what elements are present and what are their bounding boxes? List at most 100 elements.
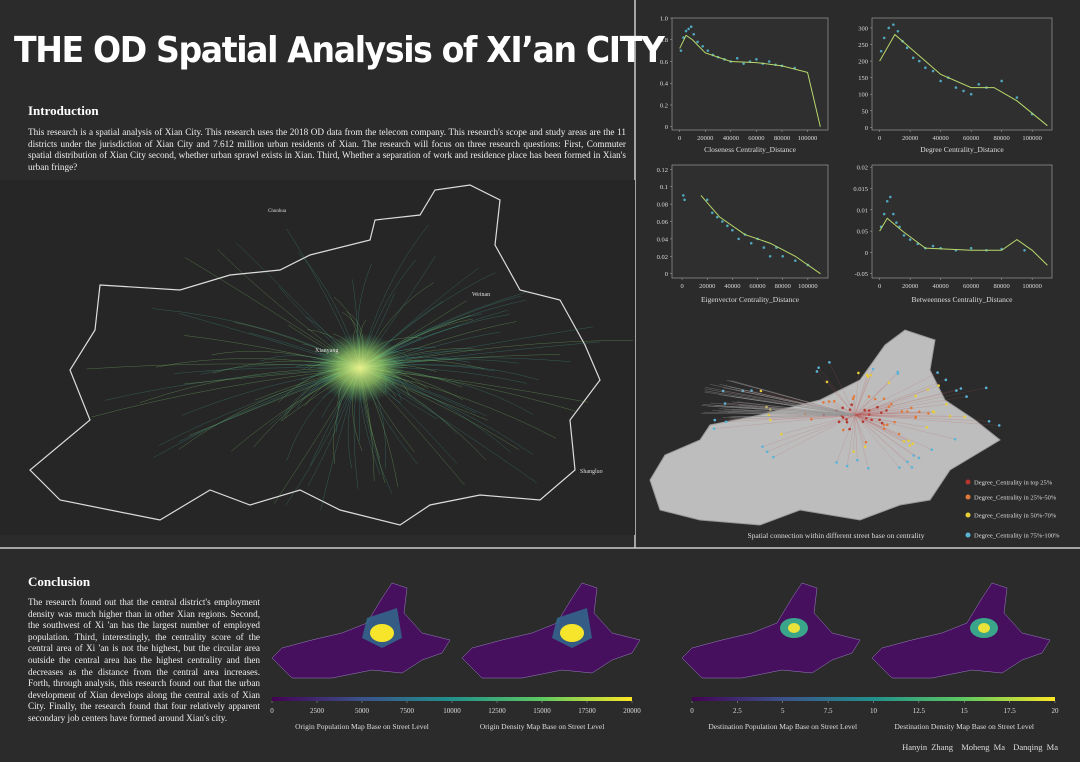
hotspot xyxy=(560,624,584,642)
point xyxy=(737,237,740,241)
point xyxy=(715,215,719,219)
point xyxy=(885,199,889,203)
point xyxy=(892,212,895,216)
y-tick-label: 200 xyxy=(858,59,868,66)
node xyxy=(918,410,921,414)
link xyxy=(843,414,856,431)
link xyxy=(751,390,856,416)
link xyxy=(854,376,869,416)
colorbar-tick-label: 10 xyxy=(870,707,878,715)
x-tick-label: 20000 xyxy=(902,135,918,142)
point xyxy=(710,211,714,215)
node xyxy=(882,423,886,427)
link xyxy=(854,414,888,425)
link xyxy=(823,402,856,416)
node xyxy=(912,454,915,457)
link xyxy=(854,414,858,461)
node xyxy=(850,403,853,407)
node xyxy=(825,380,829,384)
node xyxy=(945,403,948,406)
node xyxy=(932,410,936,414)
street-map xyxy=(461,582,641,679)
x-tick-label: 0 xyxy=(678,135,681,142)
x-tick-label: 60000 xyxy=(963,283,979,290)
network-links xyxy=(700,361,1001,470)
y-tick-label: 150 xyxy=(858,75,868,82)
node xyxy=(828,361,831,364)
colorbar xyxy=(272,697,632,701)
link xyxy=(770,414,856,421)
x-tick-label: 20000 xyxy=(699,283,715,290)
map-area xyxy=(271,582,451,679)
node xyxy=(908,444,912,447)
node xyxy=(845,420,849,424)
link xyxy=(854,387,987,416)
link xyxy=(854,414,1000,426)
link xyxy=(854,372,859,416)
y-tick-label: 0 xyxy=(665,271,668,278)
point xyxy=(735,56,739,60)
point xyxy=(726,224,729,228)
link xyxy=(818,367,856,416)
colorbar-tick-label: 20000 xyxy=(623,707,641,715)
node xyxy=(906,410,909,413)
point xyxy=(767,60,771,63)
node xyxy=(841,428,845,432)
y-tick-label: 0 xyxy=(665,124,668,131)
node xyxy=(848,408,852,411)
caption: Spatial connection within different stre… xyxy=(747,531,924,540)
hotspot xyxy=(370,624,394,642)
x-tick-label: 80000 xyxy=(775,283,791,290)
node xyxy=(898,466,901,469)
point xyxy=(911,56,915,60)
node xyxy=(851,397,855,401)
node xyxy=(890,402,893,406)
x-tick-label: 20000 xyxy=(697,135,713,142)
link xyxy=(854,414,965,417)
y-tick-label: 0.4 xyxy=(660,81,669,88)
plot-area xyxy=(671,17,829,131)
x-tick-label: 100000 xyxy=(1022,283,1042,290)
node xyxy=(864,440,868,444)
author: Moheng Ma xyxy=(961,742,1006,752)
x-tick-label: 40000 xyxy=(724,283,740,290)
point xyxy=(1015,96,1019,99)
link xyxy=(854,412,935,416)
x-tick-label: 20000 xyxy=(902,283,918,290)
link xyxy=(854,368,874,416)
point xyxy=(701,44,704,48)
node xyxy=(948,414,952,418)
place-label: Weinan xyxy=(472,292,490,298)
link xyxy=(854,414,914,456)
author: Danqing Ma xyxy=(1013,742,1058,752)
link xyxy=(854,407,912,416)
link xyxy=(854,372,938,416)
x-tick-label: 0 xyxy=(680,283,683,290)
point xyxy=(954,86,958,89)
colorbar-tick-label: 7500 xyxy=(400,707,415,715)
colorbar-tick-label: 20 xyxy=(1052,707,1060,715)
x-axis-label: Degree Centrality_Distance xyxy=(920,145,1004,154)
node xyxy=(723,402,727,405)
node xyxy=(896,372,900,375)
link xyxy=(854,414,911,446)
node xyxy=(911,442,915,445)
colorbar-tick-label: 0 xyxy=(690,707,694,715)
link xyxy=(852,398,856,416)
x-tick-label: 40000 xyxy=(933,283,949,290)
node xyxy=(907,439,910,443)
colorbar-tick-label: 0 xyxy=(270,707,274,715)
map-caption: Destination Density Map Base on Street L… xyxy=(894,722,1034,731)
link xyxy=(705,387,856,416)
y-tick-label: 0.08 xyxy=(657,202,668,209)
link xyxy=(712,410,856,416)
link xyxy=(854,382,890,416)
colorbar-tick-label: 17500 xyxy=(578,707,596,715)
colorbar-tick-label: 12500 xyxy=(488,707,506,715)
node xyxy=(906,460,909,464)
conclusion-text: The research found out that the central … xyxy=(28,597,260,723)
map-area xyxy=(461,582,641,679)
link xyxy=(851,404,856,416)
node xyxy=(867,395,871,398)
legend-swatch xyxy=(965,532,971,538)
